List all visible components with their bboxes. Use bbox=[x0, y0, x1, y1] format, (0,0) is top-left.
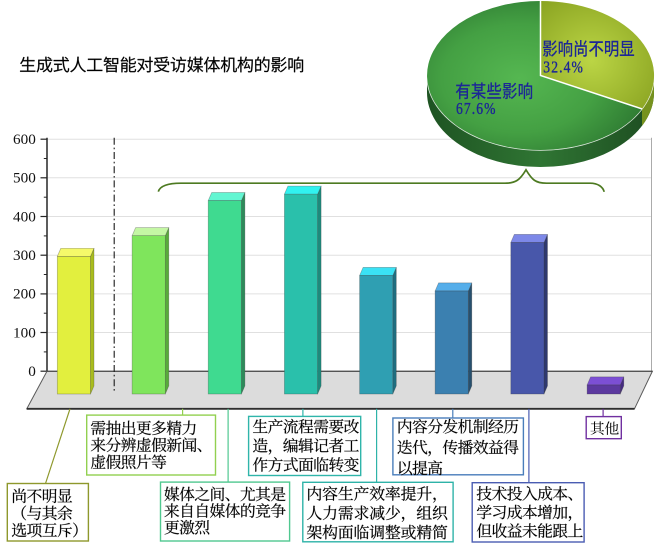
svg-text:400: 400 bbox=[13, 208, 36, 225]
svg-text:100: 100 bbox=[13, 324, 36, 341]
svg-text:200: 200 bbox=[13, 286, 36, 303]
svg-text:300: 300 bbox=[13, 247, 36, 264]
svg-text:600: 600 bbox=[13, 131, 36, 148]
svg-text:67.6%: 67.6% bbox=[456, 100, 497, 119]
svg-text:500: 500 bbox=[13, 170, 36, 187]
svg-text:32.4%: 32.4% bbox=[543, 58, 584, 77]
svg-text:0: 0 bbox=[28, 363, 36, 380]
